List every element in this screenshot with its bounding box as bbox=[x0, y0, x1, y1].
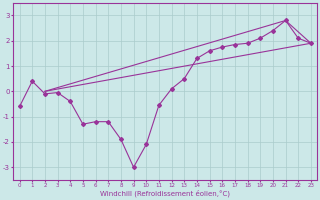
X-axis label: Windchill (Refroidissement éolien,°C): Windchill (Refroidissement éolien,°C) bbox=[100, 190, 230, 197]
